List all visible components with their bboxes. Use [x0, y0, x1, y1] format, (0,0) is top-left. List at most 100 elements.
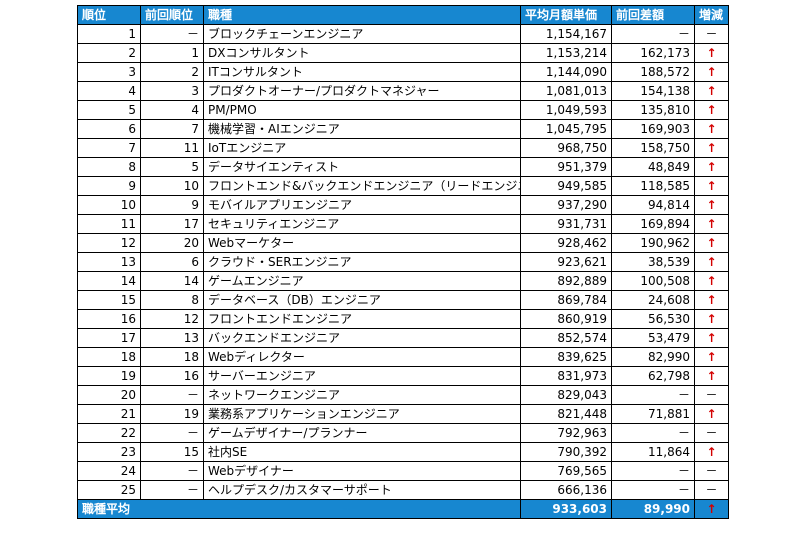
header-diff: 前回差額	[611, 5, 695, 25]
prev-rank-cell: 12	[140, 309, 204, 329]
price-cell: 869,784	[520, 290, 612, 310]
header-price: 平均月額単価	[520, 5, 612, 25]
change-cell: ↑	[694, 328, 729, 348]
price-cell: 1,144,090	[520, 62, 612, 82]
price-cell: 931,731	[520, 214, 612, 234]
prev-rank-cell: －	[140, 461, 204, 481]
average-change: ↑	[694, 499, 729, 519]
job-cell: 機械学習・AIエンジニア	[203, 119, 521, 139]
change-cell: ↑	[694, 195, 729, 215]
price-cell: 831,973	[520, 366, 612, 386]
job-cell: Webマーケター	[203, 233, 521, 253]
price-cell: 860,919	[520, 309, 612, 329]
change-cell: －	[694, 480, 729, 500]
rank-cell: 24	[77, 461, 141, 481]
change-cell: ↑	[694, 100, 729, 120]
job-cell: IoTエンジニア	[203, 138, 521, 158]
change-cell: ↑	[694, 157, 729, 177]
price-cell: 937,290	[520, 195, 612, 215]
table-row: 20 －ネットワークエンジニア 829,043 －－	[77, 385, 729, 405]
prev-rank-cell: 1	[140, 43, 204, 63]
diff-cell: －	[611, 385, 695, 405]
table-row: 6 7 機械学習・AIエンジニア 1,045,795 169,903 ↑	[77, 119, 729, 139]
rank-cell: 13	[77, 252, 141, 272]
price-cell: 852,574	[520, 328, 612, 348]
job-cell: Webディレクター	[203, 347, 521, 367]
price-cell: 1,153,214	[520, 43, 612, 63]
job-cell: DXコンサルタント	[203, 43, 521, 63]
table-row: 8 5 データサイエンティスト 951,379 48,849 ↑	[77, 157, 729, 177]
header-job: 職種	[203, 5, 521, 25]
table-row: 23 15 社内SE 790,392 11,864 ↑	[77, 442, 729, 462]
prev-rank-cell: 6	[140, 252, 204, 272]
diff-cell: 48,849	[611, 157, 695, 177]
table-row: 21 19 業務系アプリケーションエンジニア 821,448 71,881 ↑	[77, 404, 729, 424]
change-cell: ↑	[694, 62, 729, 82]
job-cell: プロダクトオーナー/プロダクトマネジャー	[203, 81, 521, 101]
diff-cell: 100,508	[611, 271, 695, 291]
price-cell: 792,963	[520, 423, 612, 443]
prev-rank-cell: 20	[140, 233, 204, 253]
change-cell: －	[694, 24, 729, 44]
diff-cell: 162,173	[611, 43, 695, 63]
price-cell: 923,621	[520, 252, 612, 272]
price-cell: 1,045,795	[520, 119, 612, 139]
change-cell: ↑	[694, 81, 729, 101]
prev-rank-cell: 15	[140, 442, 204, 462]
prev-rank-cell: 9	[140, 195, 204, 215]
rank-cell: 18	[77, 347, 141, 367]
change-cell: －	[694, 423, 729, 443]
table-row: 17 13 バックエンドエンジニア 852,574 53,479 ↑	[77, 328, 729, 348]
change-cell: ↑	[694, 404, 729, 424]
rank-cell: 14	[77, 271, 141, 291]
change-cell: ↑	[694, 442, 729, 462]
job-cell: ゲームエンジニア	[203, 271, 521, 291]
rank-cell: 15	[77, 290, 141, 310]
change-cell: ↑	[694, 176, 729, 196]
diff-cell: 11,864	[611, 442, 695, 462]
rank-cell: 7	[77, 138, 141, 158]
table-row: 24 － Webデザイナー 769,565 －－	[77, 461, 729, 481]
job-cell: バックエンドエンジニア	[203, 328, 521, 348]
prev-rank-cell: －	[140, 385, 204, 405]
change-cell: ↑	[694, 252, 729, 272]
price-cell: 951,379	[520, 157, 612, 177]
diff-cell: －	[611, 461, 695, 481]
job-cell: データベース（DB）エンジニア	[203, 290, 521, 310]
rank-cell: 16	[77, 309, 141, 329]
table-row: 14 14 ゲームエンジニア 892,889 100,508 ↑	[77, 271, 729, 291]
price-cell: 769,565	[520, 461, 612, 481]
rank-cell: 3	[77, 62, 141, 82]
job-cell: モバイルアプリエンジニア	[203, 195, 521, 215]
diff-cell: 38,539	[611, 252, 695, 272]
diff-cell: －	[611, 24, 695, 44]
rank-cell: 20	[77, 385, 141, 405]
price-cell: 829,043	[520, 385, 612, 405]
job-cell: サーバーエンジニア	[203, 366, 521, 386]
ranking-table: 順位 前回順位 職種 平均月額単価 前回差額 増減 1 －ブロックチェーンエンジニ…	[77, 5, 729, 519]
diff-cell: 188,572	[611, 62, 695, 82]
diff-cell: 53,479	[611, 328, 695, 348]
rank-cell: 10	[77, 195, 141, 215]
table-row: 5 4 PM/PMO 1,049,593 135,810 ↑	[77, 100, 729, 120]
diff-cell: 135,810	[611, 100, 695, 120]
diff-cell: 118,585	[611, 176, 695, 196]
change-cell: ↑	[694, 233, 729, 253]
table-row: 12 20 Webマーケター 928,462 190,962 ↑	[77, 233, 729, 253]
prev-rank-cell: 3	[140, 81, 204, 101]
average-diff: 89,990	[611, 499, 695, 519]
average-row: 職種平均 933,603 89,990 ↑	[77, 499, 729, 519]
diff-cell: 94,814	[611, 195, 695, 215]
job-cell: データサイエンティスト	[203, 157, 521, 177]
rank-cell: 6	[77, 119, 141, 139]
job-cell: PM/PMO	[203, 100, 521, 120]
table-row: 13 6 クラウド・SERエンジニア 923,621 38,539 ↑	[77, 252, 729, 272]
table-row: 15 8 データベース（DB）エンジニア 869,784 24,608 ↑	[77, 290, 729, 310]
rank-cell: 22	[77, 423, 141, 443]
rank-cell: 23	[77, 442, 141, 462]
average-price: 933,603	[520, 499, 612, 519]
diff-cell: －	[611, 480, 695, 500]
change-cell: ↑	[694, 271, 729, 291]
job-cell: ITコンサルタント	[203, 62, 521, 82]
table-row: 4 3 プロダクトオーナー/プロダクトマネジャー 1,081,013 154,138 ↑	[77, 81, 729, 101]
